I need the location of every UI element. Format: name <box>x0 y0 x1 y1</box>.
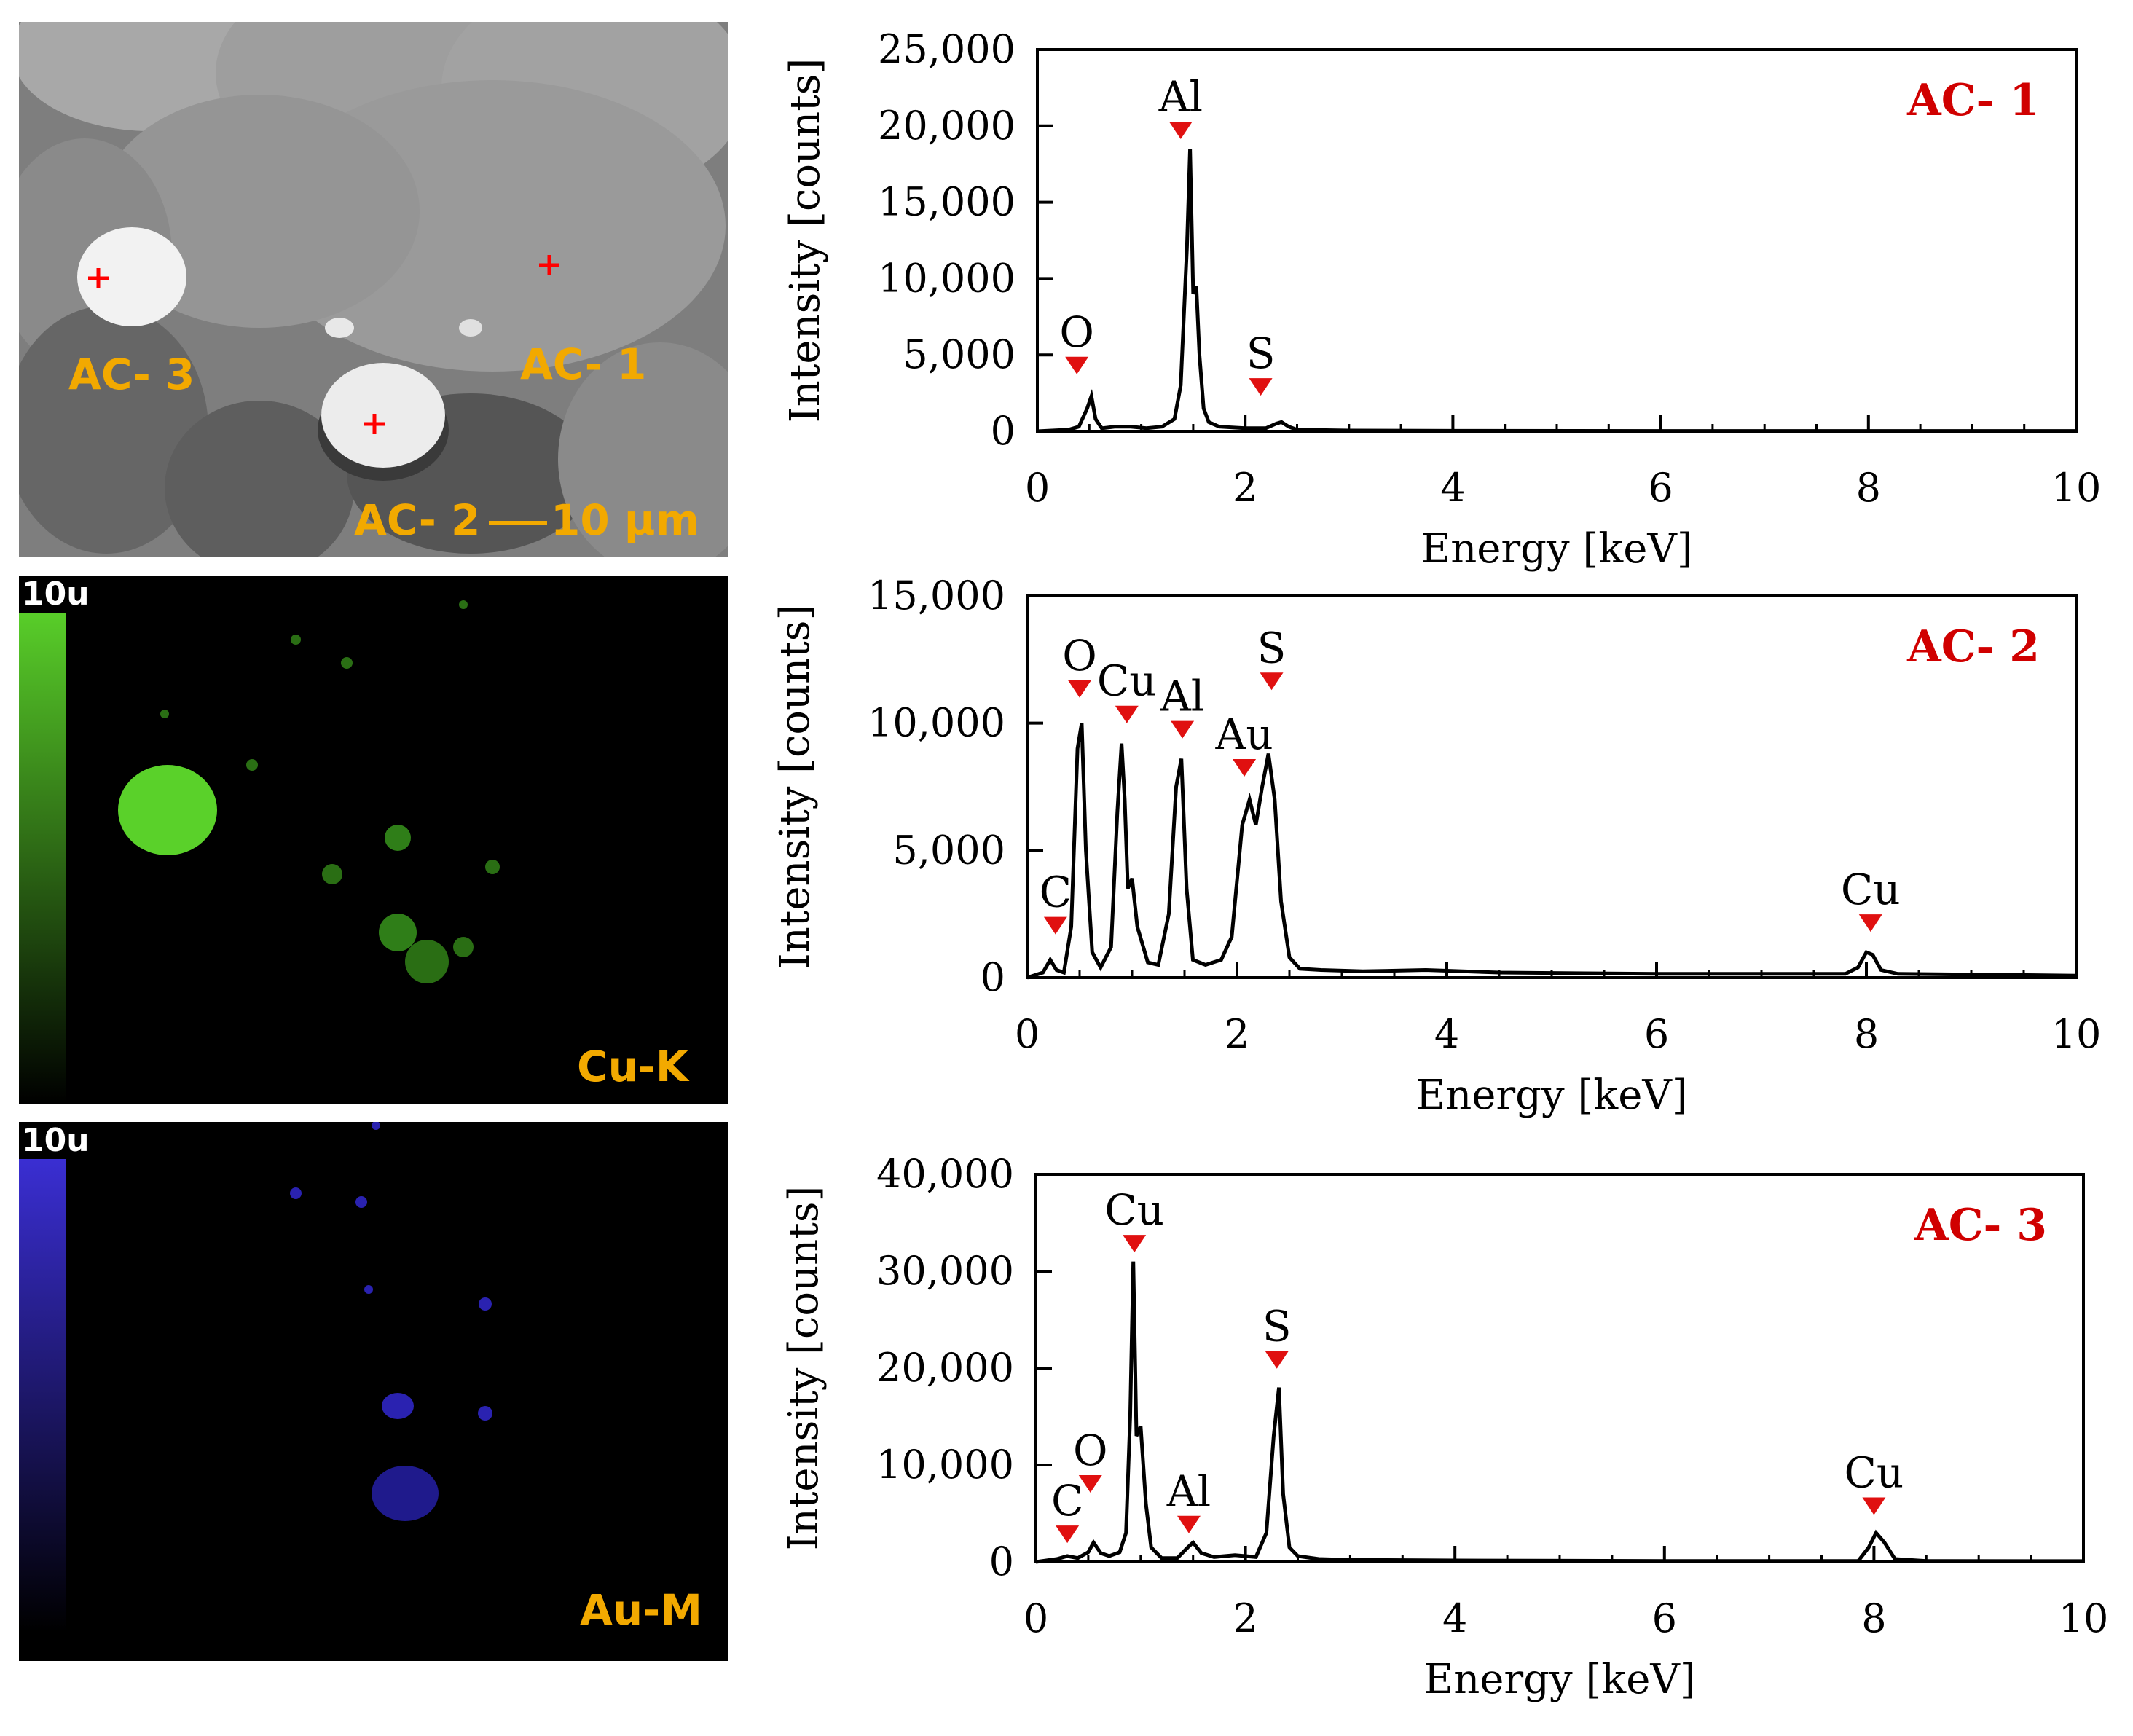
cu-scale-tag: 10u <box>19 576 93 613</box>
chart-2-x-tick-label: 0 <box>1015 1011 1040 1057</box>
chart-1-peak-label: Al <box>1158 72 1203 122</box>
chart-2-x-tick-label: 10 <box>2051 1011 2102 1057</box>
chart-2-peak-label: Cu <box>1841 865 1901 914</box>
chart-1-x-tick-label: 4 <box>1440 465 1465 511</box>
chart-3-x-tick-label: 2 <box>1233 1595 1257 1641</box>
chart-1-y-tick-label: 15,000 <box>878 179 1016 225</box>
chart-2-peak-label: Au <box>1214 710 1273 759</box>
sem-image-panel: AC- 3 AC- 1 AC- 2 10 µm <box>19 22 728 557</box>
chart-3-x-tick-label: 4 <box>1442 1595 1467 1641</box>
chart-1-y-tick-label: 5,000 <box>903 331 1016 377</box>
chart-3-y-tick-label: 0 <box>989 1539 1014 1584</box>
chart-1-peak-label: S <box>1246 329 1276 378</box>
chart-3-peak-label: Cu <box>1104 1185 1164 1235</box>
sem-image <box>19 22 728 557</box>
chart-3-spectrum-line <box>1035 1261 2084 1564</box>
chart-3-y-tick-label: 30,000 <box>876 1248 1014 1294</box>
cu-map-panel: 10u Cu-K <box>19 576 728 1104</box>
chart-3-x-tick-label: 8 <box>1861 1595 1886 1641</box>
chart-3-peak-marker <box>1265 1351 1289 1369</box>
chart-1-peak-marker <box>1249 378 1273 396</box>
au-map-image <box>19 1122 728 1661</box>
chart-2-peak-marker <box>1068 680 1091 698</box>
chart-2-x-tick-label: 6 <box>1644 1011 1669 1057</box>
eds-charts: 0 2 4 6 8 10 0 5,000 10,000 15,000 20,000 25,000 Ene… <box>728 0 2133 1736</box>
chart-3-peak-label: O <box>1073 1426 1108 1475</box>
chart-1-x-tick-label: 8 <box>1856 465 1881 511</box>
scale-bar-label: 10 µm <box>551 495 700 545</box>
au-intensity-scale <box>19 1151 66 1632</box>
chart-3-x-tick-label: 6 <box>1652 1595 1677 1641</box>
chart-3-peak-marker <box>1177 1515 1201 1533</box>
chart-1-y-tick-label: 0 <box>991 408 1016 454</box>
chart-1-x-tick-label: 10 <box>2051 465 2102 511</box>
chart-1-x-tick-label: 0 <box>1025 465 1050 511</box>
chart-1-x-tick-label: 2 <box>1233 465 1257 511</box>
chart-2-y-tick-label: 15,000 <box>868 573 1005 618</box>
chart-2-y-tick-label: 5,000 <box>892 827 1005 873</box>
au-map-panel: 10u Au-M <box>19 1122 728 1661</box>
label-ac3: AC- 3 <box>68 350 195 399</box>
chart-3-x-tick-label: 10 <box>2059 1595 2109 1641</box>
au-scale-tag: 10u <box>19 1122 93 1159</box>
chart-1-x-axis-title: Energy [keV] <box>1421 525 1692 573</box>
chart-3-x-axis-title: Energy [keV] <box>1423 1656 1695 1703</box>
chart-3-y-tick-label: 40,000 <box>876 1151 1014 1197</box>
chart-1-peak-marker <box>1065 356 1089 374</box>
chart-2-peak-label: Cu <box>1097 656 1157 706</box>
chart-2-peak-marker <box>1171 720 1195 739</box>
chart-2-peak-marker <box>1233 759 1257 777</box>
label-ac2: AC- 2 <box>354 495 481 545</box>
chart-1-y-tick-label: 20,000 <box>878 103 1016 149</box>
chart-2-x-tick-label: 8 <box>1854 1011 1879 1057</box>
chart-3-peak-marker <box>1078 1474 1102 1493</box>
chart-3-sample-label: AC- 3 <box>1914 1200 2047 1251</box>
chart-3-x-tick-label: 0 <box>1024 1595 1048 1641</box>
cu-map-label: Cu-K <box>577 1042 688 1091</box>
chart-1-y-tick-label: 25,000 <box>878 26 1016 72</box>
chart-3-peak-marker <box>1123 1235 1147 1253</box>
chart-3-peak-marker <box>1862 1497 1886 1515</box>
chart-3-y-axis-title: Intensity [counts] <box>780 1186 828 1551</box>
label-ac1: AC- 1 <box>520 339 647 389</box>
chart-2-peak-marker <box>1043 916 1067 935</box>
chart-2-spectrum-line <box>1026 723 2077 980</box>
chart-2-peak-label: C <box>1040 868 1072 917</box>
chart-2-peak-label: Al <box>1160 672 1204 721</box>
chart-2-x-tick-label: 4 <box>1434 1011 1459 1057</box>
cu-map-image <box>19 576 728 1104</box>
chart-1-sample-label: AC- 1 <box>1906 75 2040 126</box>
chart-1-spectrum-line <box>1037 149 2076 433</box>
chart-1-y-tick-label: 10,000 <box>878 255 1016 301</box>
chart-2-sample-label: AC- 2 <box>1906 621 2040 672</box>
chart-3-y-tick-label: 20,000 <box>876 1345 1014 1391</box>
chart-2-peak-marker <box>1260 672 1284 691</box>
chart-2-peak-marker <box>1115 705 1139 723</box>
chart-2-y-tick-label: 0 <box>981 954 1005 1000</box>
chart-3-y-tick-label: 10,000 <box>876 1442 1014 1488</box>
chart-1-peak-marker <box>1168 121 1193 139</box>
chart-2-peak-marker <box>1858 914 1882 932</box>
chart-3-peak-label: Cu <box>1845 1448 1904 1498</box>
chart-1-x-tick-label: 6 <box>1648 465 1673 511</box>
chart-2-peak-label: S <box>1257 623 1287 672</box>
chart-1-peak-label: O <box>1059 307 1094 357</box>
chart-3-peak-label: C <box>1051 1476 1083 1525</box>
chart-1-y-axis-title: Intensity [counts] <box>782 58 829 423</box>
chart-2-peak-label: O <box>1062 631 1097 680</box>
eds-spectra-svg: 0 2 4 6 8 1005,00010,00015,00020,00025,000Ene… <box>771 26 2109 1703</box>
cu-intensity-scale <box>19 605 66 1104</box>
chart-2-y-tick-label: 10,000 <box>868 700 1005 746</box>
chart-3-peak-marker <box>1056 1525 1080 1544</box>
chart-2-y-axis-title: Intensity [counts] <box>771 605 819 970</box>
chart-3-peak-label: S <box>1262 1302 1292 1351</box>
au-map-label: Au-M <box>580 1585 702 1635</box>
chart-3-peak-label: Al <box>1166 1466 1211 1516</box>
chart-2-x-tick-label: 2 <box>1225 1011 1249 1057</box>
chart-2-x-axis-title: Energy [keV] <box>1415 1072 1687 1119</box>
